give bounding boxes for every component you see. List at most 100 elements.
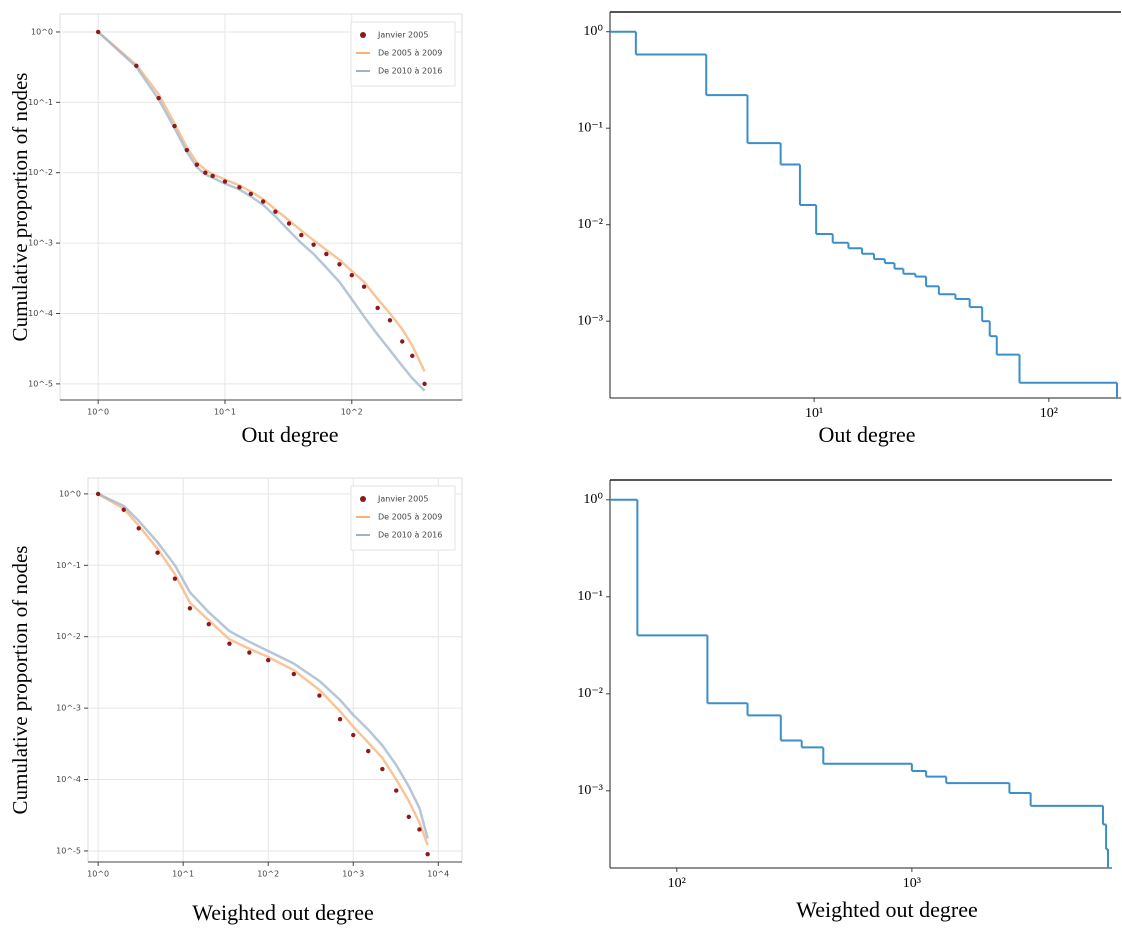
y-tick-label: 10^0 (31, 27, 53, 36)
data-point (387, 318, 393, 323)
data-point (299, 232, 304, 238)
chart: 10² 10³ 10⁰ 10⁻¹ 10⁻² 10⁻³ Weighted out degree (577, 479, 1112, 922)
x-axis-label: Weighted out degree (796, 897, 978, 922)
data-point (375, 305, 380, 311)
data-point (425, 852, 430, 857)
x-axis-label: Out degree (818, 422, 915, 447)
data-point (172, 576, 178, 581)
data-point (155, 550, 160, 555)
data-point (187, 606, 193, 611)
y-tick-label: 10⁻³ (577, 783, 603, 798)
data-point (95, 29, 101, 35)
x-tick-label: 10^1 (214, 408, 236, 417)
y-tick-label: 10^-2 (56, 632, 81, 641)
data-point (400, 339, 405, 344)
legend-label: Janvier 2005 (377, 495, 428, 504)
legend-marker (360, 496, 366, 502)
series-line (97, 492, 429, 839)
data-point (291, 671, 297, 677)
x-tick-label: 10^2 (341, 408, 363, 417)
series-line (97, 492, 429, 846)
data-point (286, 221, 292, 226)
data-point (273, 209, 278, 214)
y-tick-label: 10^-5 (56, 846, 81, 855)
x-axis-label: Weighted out degree (192, 900, 374, 925)
y-tick-label: 10^-1 (28, 98, 53, 107)
data-point (337, 262, 342, 267)
data-point (337, 716, 343, 722)
data-point (351, 732, 356, 738)
y-tick-label: 10^-3 (28, 239, 53, 248)
y-tick-label: 10^-3 (56, 704, 81, 713)
data-point (324, 251, 329, 257)
legend (350, 485, 456, 551)
x-tick-label: 10^4 (427, 870, 449, 879)
data-point (311, 242, 316, 247)
y-tick-label: 10^-4 (28, 309, 53, 318)
data-point (361, 284, 367, 289)
data-point (422, 381, 427, 387)
data-point (206, 621, 211, 627)
y-axis-label: Cumulative proportion of nodes (8, 546, 32, 815)
chart: 10^0 10^1 10^2 10^0 10^-1 10^-2 10^-3 10^-4 10^-… (8, 13, 463, 447)
data-point (317, 693, 322, 698)
data-point (227, 641, 232, 646)
data-point (406, 814, 412, 820)
data-point (349, 272, 354, 278)
x-axis-label: Out degree (241, 422, 338, 447)
y-tick-label: 10^0 (59, 489, 81, 498)
data-point (222, 179, 228, 184)
data-point (184, 147, 190, 153)
data-point (266, 657, 271, 663)
legend-label: De 2010 à 2016 (378, 67, 442, 76)
data-point (156, 95, 161, 101)
x-tick-label: 10¹ (805, 406, 823, 421)
y-tick-label: 10⁰ (583, 492, 603, 507)
data-point (136, 526, 141, 531)
data-point (134, 63, 139, 69)
y-tick-label: 10^-5 (28, 379, 53, 388)
y-tick-label: 10⁰ (583, 24, 603, 39)
x-tick-label: 10^0 (87, 408, 109, 417)
data-point (121, 507, 126, 512)
data-point (248, 191, 254, 197)
data-point (95, 491, 101, 497)
y-tick-label: 10⁻³ (577, 313, 603, 328)
x-tick-label: 10^3 (342, 870, 364, 879)
x-tick-label: 10^1 (172, 870, 194, 879)
data-point (417, 827, 422, 832)
x-tick-label: 10³ (903, 876, 921, 891)
data-point (366, 748, 371, 754)
y-axis-label: Cumulative proportion of nodes (8, 73, 32, 342)
x-tick-label: 10^0 (87, 870, 109, 879)
x-tick-label: 10^2 (257, 870, 279, 879)
legend-label: De 2005 à 2009 (378, 513, 442, 522)
data-point (394, 788, 399, 793)
y-tick-label: 10^-2 (28, 168, 53, 177)
y-tick-label: 10⁻¹ (577, 120, 603, 135)
data-point (410, 353, 415, 359)
data-point (203, 170, 208, 175)
data-point (380, 766, 385, 772)
chart: 10^0 10^1 10^2 10^3 10^4 10^0 10^-1 10^-2 10^-3 1… (8, 477, 463, 925)
x-tick-label: 10² (668, 876, 686, 891)
data-point (247, 650, 252, 655)
y-tick-label: 10⁻² (577, 217, 603, 232)
legend-label: Janvier 2005 (377, 31, 428, 40)
x-tick-label: 10² (1040, 406, 1058, 421)
data-point (172, 123, 177, 129)
y-tick-label: 10⁻² (577, 686, 603, 701)
legend-label: De 2010 à 2016 (378, 531, 442, 540)
chart: 10¹ 10² 10⁰ 10⁻¹ 10⁻² 10⁻³ Out degree (577, 11, 1121, 447)
data-point (237, 185, 242, 190)
y-tick-label: 10^-1 (56, 561, 81, 570)
legend-marker (360, 32, 366, 38)
y-tick-label: 10^-4 (56, 775, 81, 784)
legend-label: De 2005 à 2009 (378, 49, 442, 58)
y-tick-label: 10⁻¹ (577, 589, 603, 604)
data-point (194, 162, 200, 167)
data-point (210, 173, 215, 179)
data-point (260, 199, 266, 204)
